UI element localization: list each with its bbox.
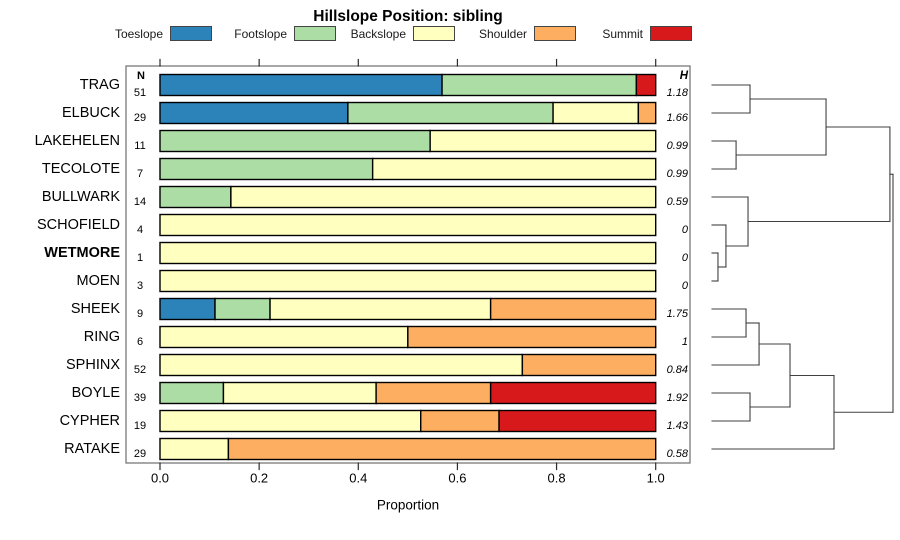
legend-label-backslope: Backslope xyxy=(350,26,406,41)
plot-frame xyxy=(125,65,691,464)
bar-segment-trag-footslope xyxy=(441,73,638,97)
h-value-tecolote: 0.99 xyxy=(666,168,688,180)
row-label-boyle: BOYLE xyxy=(71,385,120,401)
row-label-sheek: SHEEK xyxy=(70,301,120,317)
n-value-cypher: 19 xyxy=(133,420,147,432)
bar-segment-wetmore-backslope xyxy=(159,241,657,265)
row-label-ring: RING xyxy=(83,329,120,345)
h-value-elbuck: 1.66 xyxy=(666,112,688,124)
legend-swatch-shoulder: Shoulder xyxy=(479,26,576,41)
n-value-trag: 51 xyxy=(133,87,147,99)
n-value-bullwark: 14 xyxy=(133,196,147,208)
h-value-schofield: 0 xyxy=(681,224,688,236)
bar-segment-bullwark-footslope xyxy=(159,185,232,209)
bar-segment-ratake-backslope xyxy=(159,437,230,461)
h-value-sheek: 1.75 xyxy=(666,308,688,320)
n-value-sphinx: 52 xyxy=(133,364,147,376)
row-label-trag: TRAG xyxy=(79,77,120,93)
bar-segment-sphinx-shoulder xyxy=(521,353,657,377)
bar-segment-sheek-footslope xyxy=(214,297,271,321)
n-value-ratake: 29 xyxy=(133,448,147,460)
bar-segment-ring-shoulder xyxy=(407,325,657,349)
h-value-cypher: 1.43 xyxy=(666,420,688,432)
x-tick-label-0.2: 0.2 xyxy=(250,470,269,486)
x-tick-label-0.6: 0.6 xyxy=(448,470,467,486)
n-value-lakehelen: 11 xyxy=(134,140,146,152)
bar-segment-elbuck-footslope xyxy=(347,101,554,125)
row-label-sphinx: SPHINX xyxy=(66,357,120,373)
h-column-header: H xyxy=(679,70,688,82)
legend-label-toeslope: Toeslope xyxy=(114,26,163,41)
h-value-sphinx: 0.84 xyxy=(666,364,688,376)
bar-segment-sheek-toeslope xyxy=(159,297,216,321)
x-tick-label-0.0: 0.0 xyxy=(150,470,170,486)
x-tick-label-1.0: 1.0 xyxy=(646,470,665,486)
bar-segment-boyle-backslope xyxy=(222,381,377,405)
n-value-sheek: 9 xyxy=(136,308,144,320)
row-label-ratake: RATAKE xyxy=(64,441,120,457)
bar-segment-boyle-summit xyxy=(489,381,657,405)
n-value-boyle: 39 xyxy=(133,392,147,404)
legend-label-summit: Summit xyxy=(602,26,643,41)
h-value-ring: 1 xyxy=(681,336,688,348)
x-tick-label-0.4: 0.4 xyxy=(349,470,368,486)
h-value-wetmore: 0 xyxy=(681,252,688,264)
bar-segment-schofield-backslope xyxy=(159,213,657,237)
legend-swatch-summit: Summit xyxy=(602,26,692,41)
n-value-elbuck: 29 xyxy=(133,112,147,124)
x-tick-label-0.8: 0.8 xyxy=(547,470,566,486)
bar-segment-cypher-summit xyxy=(498,409,657,433)
bar-segment-boyle-shoulder xyxy=(375,381,492,405)
x-axis-title: Proportion xyxy=(376,497,440,513)
bar-segment-trag-toeslope xyxy=(159,73,443,97)
bar-segment-elbuck-toeslope xyxy=(159,101,349,125)
bar-segment-cypher-backslope xyxy=(159,409,422,433)
row-label-wetmore: WETMORE xyxy=(44,245,120,261)
bar-segment-lakehelen-footslope xyxy=(159,129,431,153)
n-column-header: N xyxy=(137,70,145,82)
chart-title: Hillslope Position: sibling xyxy=(313,8,503,25)
bar-segment-tecolote-backslope xyxy=(371,157,657,181)
bar-segment-lakehelen-backslope xyxy=(429,129,657,153)
h-value-ratake: 0.58 xyxy=(666,448,688,460)
h-value-moen: 0 xyxy=(681,280,688,292)
row-label-cypher: CYPHER xyxy=(59,413,120,429)
row-label-moen: MOEN xyxy=(76,273,121,289)
bar-segment-boyle-footslope xyxy=(159,381,225,405)
legend-label-shoulder: Shoulder xyxy=(478,26,527,41)
n-value-schofield: 4 xyxy=(136,224,144,236)
h-value-trag: 1.18 xyxy=(666,87,688,99)
legend-swatch-toeslope: Toeslope xyxy=(115,26,212,41)
bar-segment-moen-backslope xyxy=(159,269,657,293)
bar-segment-tecolote-footslope xyxy=(159,157,374,181)
h-value-bullwark: 0.59 xyxy=(666,196,688,208)
bar-segment-ring-backslope xyxy=(159,325,409,349)
bar-segment-elbuck-backslope xyxy=(552,101,640,125)
bar-segment-elbuck-shoulder xyxy=(637,101,657,125)
h-value-lakehelen: 0.99 xyxy=(666,140,688,152)
legend-swatch-footslope: Footslope xyxy=(234,26,336,41)
bar-segment-sheek-backslope xyxy=(269,297,492,321)
legend-swatch-backslope: Backslope xyxy=(351,26,455,41)
row-label-lakehelen: LAKEHELEN xyxy=(34,133,120,149)
n-value-wetmore: 1 xyxy=(136,252,144,264)
row-label-tecolote: TECOLOTE xyxy=(41,161,120,177)
legend-label-footslope: Footslope xyxy=(234,26,287,41)
n-value-tecolote: 7 xyxy=(136,168,144,180)
bar-segment-trag-summit xyxy=(635,73,657,97)
bar-segment-bullwark-backslope xyxy=(230,185,657,209)
n-value-moen: 3 xyxy=(136,280,144,292)
bar-segment-ratake-shoulder xyxy=(227,437,657,461)
h-value-boyle: 1.92 xyxy=(666,392,688,404)
bar-segment-cypher-shoulder xyxy=(420,409,500,433)
row-label-bullwark: BULLWARK xyxy=(41,189,120,205)
row-label-schofield: SCHOFIELD xyxy=(37,217,120,233)
n-value-ring: 6 xyxy=(136,336,144,348)
row-label-elbuck: ELBUCK xyxy=(61,105,120,121)
bar-segment-sphinx-backslope xyxy=(159,353,524,377)
bar-segment-sheek-shoulder xyxy=(489,297,657,321)
